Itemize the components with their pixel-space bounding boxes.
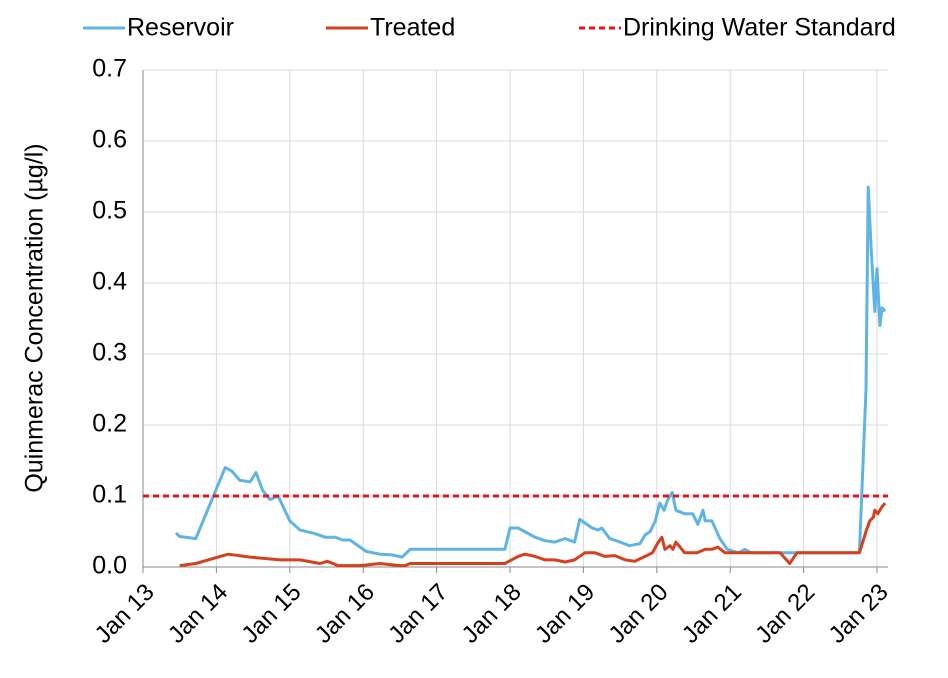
- x-tick-label: Jan 17: [383, 579, 453, 649]
- y-tick-label: 0.7: [92, 55, 127, 83]
- legend-label: Drinking Water Standard: [623, 14, 896, 42]
- y-tick-label: 0.3: [92, 339, 127, 367]
- x-tick-label: Jan 13: [90, 579, 160, 649]
- x-tick-label: Jan 23: [824, 579, 894, 649]
- y-tick-label: 0.6: [92, 126, 127, 154]
- y-tick-label: 0.4: [92, 268, 127, 296]
- y-tick-label: 0.2: [92, 410, 127, 438]
- x-tick-label: Jan 16: [310, 579, 380, 649]
- y-tick-label: 0.1: [92, 481, 127, 509]
- x-tick-label: Jan 21: [677, 579, 747, 649]
- y-tick-label: 0.0: [92, 552, 127, 580]
- x-tick-label: Jan 14: [163, 579, 233, 649]
- x-tick-label: Jan 19: [530, 579, 600, 649]
- legend-label: Treated: [370, 14, 455, 42]
- data-line: [174, 185, 887, 559]
- data-line: [179, 502, 887, 568]
- x-tick-label: Jan 18: [457, 579, 527, 649]
- y-tick-label: 0.5: [92, 197, 127, 225]
- y-axis-label: Quinmerac Concentration (µg/l): [21, 143, 49, 492]
- x-tick-label: Jan 15: [236, 579, 306, 649]
- x-tick-label: Jan 22: [750, 579, 820, 649]
- legend-label: Reservoir: [127, 14, 234, 42]
- x-tick-label: Jan 20: [603, 579, 673, 649]
